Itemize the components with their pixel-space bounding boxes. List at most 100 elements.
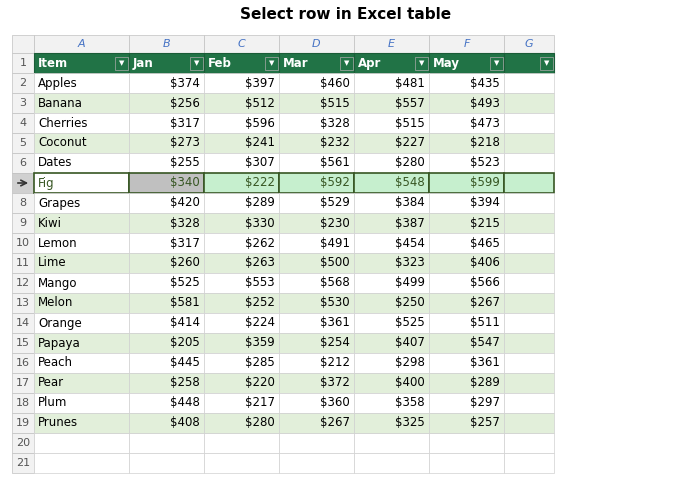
Bar	[504, 413, 554, 433]
Bar	[279, 53, 354, 73]
Text: 16: 16	[16, 358, 30, 368]
Text: $212: $212	[320, 357, 350, 369]
Text: 5: 5	[19, 138, 26, 148]
Bar	[354, 233, 429, 253]
Bar	[34, 333, 129, 353]
Text: F: F	[463, 39, 470, 49]
Bar	[504, 213, 554, 233]
Text: $511: $511	[470, 316, 500, 329]
Bar	[279, 413, 354, 433]
Bar	[279, 133, 354, 153]
Text: $374: $374	[170, 76, 200, 89]
Text: $285: $285	[245, 357, 275, 369]
Bar	[429, 35, 504, 53]
Text: $414: $414	[170, 316, 200, 329]
Text: $232: $232	[320, 137, 350, 150]
Text: $280: $280	[395, 156, 425, 170]
Text: Feb: Feb	[208, 56, 232, 69]
Bar	[204, 173, 279, 193]
Text: $220: $220	[245, 377, 275, 390]
Text: $307: $307	[245, 156, 275, 170]
Bar	[129, 93, 204, 113]
Bar	[129, 153, 204, 173]
Text: D: D	[312, 39, 321, 49]
Bar	[504, 453, 554, 473]
Text: $599: $599	[470, 176, 500, 189]
Text: $218: $218	[470, 137, 500, 150]
Bar	[504, 173, 554, 193]
Text: $317: $317	[170, 237, 200, 250]
Bar	[354, 433, 429, 453]
Bar	[204, 233, 279, 253]
Bar	[429, 53, 504, 73]
Bar	[504, 433, 554, 453]
Bar	[12, 293, 34, 313]
Text: $359: $359	[245, 337, 275, 349]
Bar	[129, 53, 204, 73]
Bar	[12, 233, 34, 253]
Bar	[204, 393, 279, 413]
Text: $568: $568	[320, 276, 350, 290]
Text: Dates: Dates	[38, 156, 73, 170]
Bar	[204, 53, 279, 73]
Text: $592: $592	[320, 176, 350, 189]
Bar	[429, 353, 504, 373]
Text: 14: 14	[16, 318, 30, 328]
Text: 6: 6	[19, 158, 26, 168]
Bar	[12, 273, 34, 293]
Text: 19: 19	[16, 418, 30, 428]
Bar	[279, 73, 354, 93]
Text: 3: 3	[19, 98, 26, 108]
Text: 11: 11	[16, 258, 30, 268]
Text: $205: $205	[170, 337, 200, 349]
Text: E: E	[388, 39, 395, 49]
Text: $255: $255	[170, 156, 200, 170]
Text: $530: $530	[321, 296, 350, 309]
Bar	[279, 333, 354, 353]
Bar	[354, 293, 429, 313]
Bar	[12, 393, 34, 413]
Text: Mar: Mar	[283, 56, 309, 69]
Bar	[12, 333, 34, 353]
Bar	[34, 93, 129, 113]
Text: $252: $252	[245, 296, 275, 309]
Bar	[354, 133, 429, 153]
Text: $581: $581	[170, 296, 200, 309]
Text: 13: 13	[16, 298, 30, 308]
Bar	[354, 173, 429, 193]
Bar	[504, 193, 554, 213]
Text: Apr: Apr	[358, 56, 381, 69]
Bar	[12, 173, 34, 193]
Bar	[129, 173, 204, 193]
Text: $267: $267	[470, 296, 500, 309]
Bar	[279, 373, 354, 393]
Text: Melon: Melon	[38, 296, 73, 309]
Bar	[12, 53, 34, 73]
Bar	[504, 153, 554, 173]
Bar	[129, 433, 204, 453]
Text: $500: $500	[321, 257, 350, 270]
Text: $262: $262	[245, 237, 275, 250]
Text: Item: Item	[38, 56, 68, 69]
Bar	[129, 453, 204, 473]
Text: $328: $328	[320, 117, 350, 130]
Bar	[204, 313, 279, 333]
Text: $481: $481	[395, 76, 425, 89]
Text: $330: $330	[245, 217, 275, 229]
Bar	[429, 173, 504, 193]
Bar	[354, 253, 429, 273]
Bar	[129, 233, 204, 253]
Bar	[429, 113, 504, 133]
Bar	[279, 293, 354, 313]
Bar	[204, 273, 279, 293]
Text: Cherries: Cherries	[38, 117, 88, 130]
Bar	[129, 313, 204, 333]
Text: $360: $360	[320, 396, 350, 410]
Bar	[34, 413, 129, 433]
Text: $465: $465	[470, 237, 500, 250]
Text: 2: 2	[19, 78, 26, 88]
Bar	[204, 333, 279, 353]
Text: Kiwi: Kiwi	[38, 217, 62, 229]
Bar	[34, 293, 129, 313]
Text: $289: $289	[245, 196, 275, 209]
